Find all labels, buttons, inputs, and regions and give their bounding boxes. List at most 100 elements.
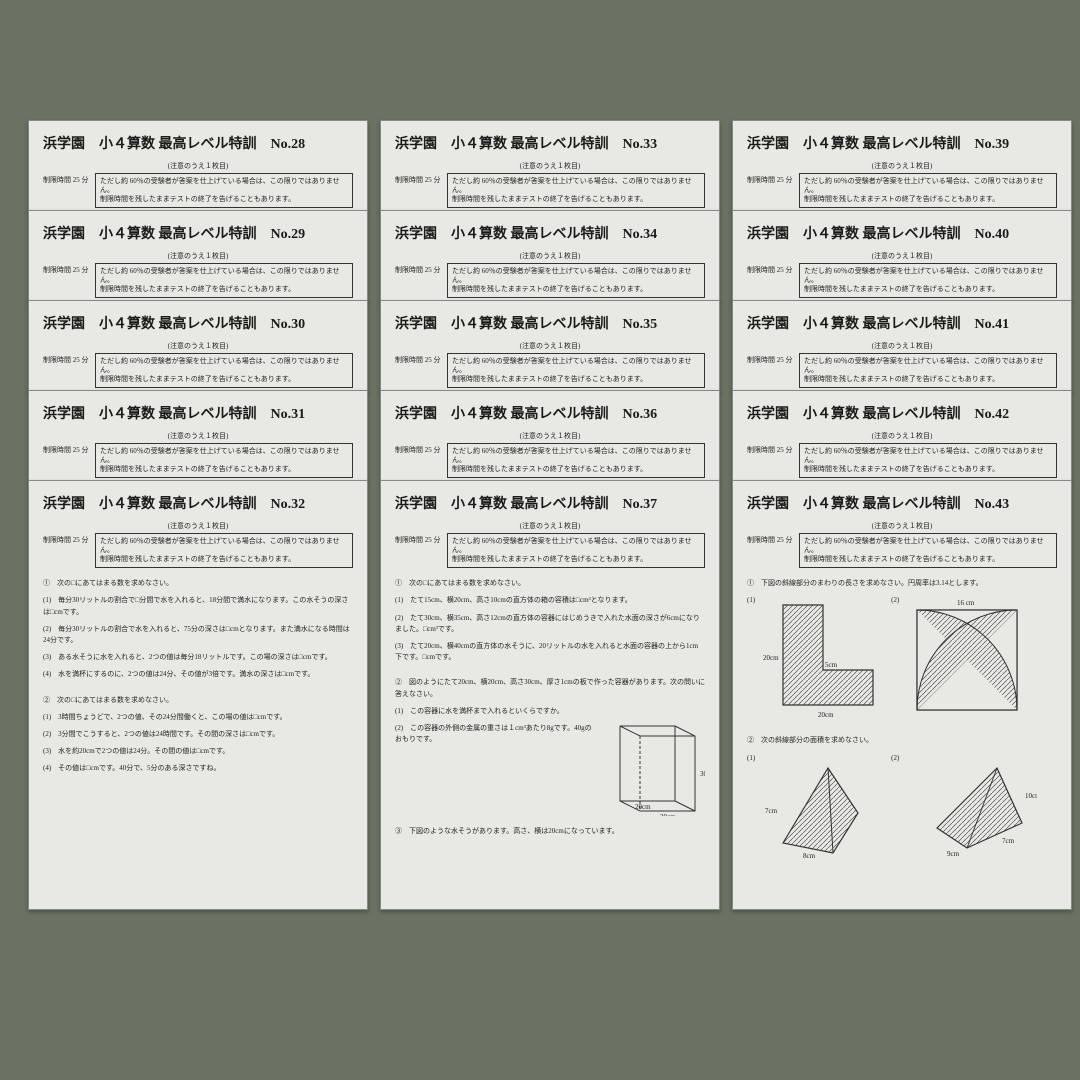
sheet-41: 浜学園 小４算数 最高レベル特訓 No.41 (注意のうえ１枚目) 制限時間 2…: [732, 300, 1072, 392]
info-row: 制限時間 25 分 ただし約 60％の受験者が答案を仕上げている場合は、この限り…: [43, 263, 353, 298]
subheading: (注意のうえ１枚目): [395, 161, 705, 171]
time-label: 制限時間 25 分: [43, 533, 91, 545]
note-line-2: 制限時間を残したままテストの終了を告げることもあります。: [804, 195, 1052, 204]
q2-d: (4) その値は□cmです。40分で、5分のある深さですね。: [43, 763, 353, 774]
course-name: 小４算数 最高レベル特訓: [803, 407, 961, 422]
school-name: 浜学園: [747, 407, 789, 422]
note-line-1: ただし約 60％の受験者が答案を仕上げている場合は、この限りではありません。: [804, 537, 1052, 555]
course-name: 小４算数 最高レベル特訓: [451, 227, 609, 242]
fig-label-h: 20cm: [818, 711, 834, 719]
time-label: 制限時間 25 分: [395, 443, 443, 455]
q2-a: (1) この容器に水を満杯まで入れるといくらですか。: [395, 706, 595, 717]
course-name: 小４算数 最高レベル特訓: [451, 137, 609, 152]
note-line-1: ただし約 60％の受験者が答案を仕上げている場合は、この限りではありません。: [100, 447, 348, 465]
q1-d: (4) 水を満杯にするのに、2つの値は24分、その値が3倍です。満水の深さは□c…: [43, 669, 353, 680]
note-line-1: ただし約 60％の受験者が答案を仕上げている場合は、この限りではありません。: [452, 177, 700, 195]
q1-head: ① 下図の斜線部分のまわりの長さを求めなさい。円周率は3.14とします。: [747, 578, 1057, 589]
fig-label-base: 9cm: [947, 850, 960, 858]
fig-label-side: 7cm: [1002, 837, 1015, 845]
sheet-42: 浜学園 小４算数 最高レベル特訓 No.42 (注意のうえ１枚目) 制限時間 2…: [732, 390, 1072, 482]
note-box: ただし約 60％の受験者が答案を仕上げている場合は、この限りではありません。 制…: [95, 173, 353, 208]
note-box: ただし約 60％の受験者が答案を仕上げている場合は、この限りではありません。 制…: [447, 353, 705, 388]
course-name: 小４算数 最高レベル特訓: [803, 227, 961, 242]
q1-a: (1) たて15cm、横20cm、高さ10cmの直方体の箱の容積は□cm³となり…: [395, 595, 705, 606]
school-name: 浜学園: [43, 497, 85, 512]
info-row: 制限時間 25 分 ただし約 60％の受験者が答案を仕上げている場合は、この限り…: [395, 173, 705, 208]
note-line-2: 制限時間を残したままテストの終了を告げることもあります。: [804, 285, 1052, 294]
school-name: 浜学園: [43, 227, 85, 242]
sheet-title: 浜学園 小４算数 最高レベル特訓 No.34: [395, 223, 705, 243]
time-label: 制限時間 25 分: [395, 533, 443, 545]
sheet-title: 浜学園 小４算数 最高レベル特訓 No.43: [747, 493, 1057, 513]
fig-label-base: 8cm: [803, 852, 816, 860]
note-box: ただし約 60％の受験者が答案を仕上げている場合は、この限りではありません。 制…: [799, 533, 1057, 568]
q2-b: (2) この容器の外側の金属の重さは１cm³あたり8gです。40gのおもりです。: [395, 723, 595, 745]
sheet-title: 浜学園 小４算数 最高レベル特訓 No.35: [395, 313, 705, 333]
course-name: 小４算数 最高レベル特訓: [99, 137, 257, 152]
sheet-title: 浜学園 小４算数 最高レベル特訓 No.29: [43, 223, 353, 243]
time-label: 制限時間 25 分: [43, 353, 91, 365]
sheet-title: 浜学園 小４算数 最高レベル特訓 No.40: [747, 223, 1057, 243]
sheet-title: 浜学園 小４算数 最高レベル特訓 No.33: [395, 133, 705, 153]
time-label: 制限時間 25 分: [395, 353, 443, 365]
q2-b: (2) 3分間でこうすると、2つの値は24時間です。その間の深さは□cmです。: [43, 729, 353, 740]
sheet-no: 32: [291, 497, 305, 512]
info-row: 制限時間 25 分 ただし約 60％の受験者が答案を仕上げている場合は、この限り…: [747, 353, 1057, 388]
sheet-35: 浜学園 小４算数 最高レベル特訓 No.35 (注意のうえ１枚目) 制限時間 2…: [380, 300, 720, 392]
note-line-1: ただし約 60％の受験者が答案を仕上げている場合は、この限りではありません。: [452, 267, 700, 285]
school-name: 浜学園: [747, 497, 789, 512]
sheet-no: 36: [643, 407, 657, 422]
q3-head: ③ 下図のような水そうがあります。高さ、横は20cmになっています。: [395, 826, 705, 837]
fig-label-w: 20cm: [635, 803, 651, 811]
school-name: 浜学園: [747, 317, 789, 332]
fig-label-v: 7cm: [765, 807, 778, 815]
sheet-34: 浜学園 小４算数 最高レベル特訓 No.34 (注意のうえ１枚目) 制限時間 2…: [380, 210, 720, 302]
sheet-29: 浜学園 小４算数 最高レベル特訓 No.29 (注意のうえ１枚目) 制限時間 2…: [28, 210, 368, 302]
school-name: 浜学園: [395, 317, 437, 332]
note-box: ただし約 60％の受験者が答案を仕上げている場合は、この限りではありません。 制…: [447, 443, 705, 478]
note-line-2: 制限時間を残したままテストの終了を告げることもあります。: [100, 375, 348, 384]
sheet-no: 37: [643, 497, 657, 512]
q2-c: (3) 水を約20cmで2つの値は24分。その間の値は□cmです。: [43, 746, 353, 757]
info-row: 制限時間 25 分 ただし約 60％の受験者が答案を仕上げている場合は、この限り…: [395, 263, 705, 298]
time-label: 制限時間 25 分: [747, 263, 795, 275]
note-line-2: 制限時間を残したままテストの終了を告げることもあります。: [452, 375, 700, 384]
note-line-2: 制限時間を残したままテストの終了を告げることもあります。: [804, 375, 1052, 384]
info-row: 制限時間 25 分 ただし約 60％の受験者が答案を仕上げている場合は、この限り…: [747, 443, 1057, 478]
info-row: 制限時間 25 分 ただし約 60％の受験者が答案を仕上げている場合は、この限り…: [43, 443, 353, 478]
note-line-1: ただし約 60％の受験者が答案を仕上げている場合は、この限りではありません。: [804, 177, 1052, 195]
note-line-2: 制限時間を残したままテストの終了を告げることもあります。: [100, 465, 348, 474]
course-name: 小４算数 最高レベル特訓: [99, 317, 257, 332]
note-line-1: ただし約 60％の受験者が答案を仕上げている場合は、この限りではありません。: [804, 447, 1052, 465]
sheet-title: 浜学園 小４算数 最高レベル特訓 No.32: [43, 493, 353, 513]
note-line-2: 制限時間を残したままテストの終了を告げることもあります。: [804, 465, 1052, 474]
note-line-1: ただし約 60％の受験者が答案を仕上げている場合は、この限りではありません。: [100, 267, 348, 285]
note-line-2: 制限時間を残したままテストの終了を告げることもあります。: [100, 195, 348, 204]
note-line-2: 制限時間を残したままテストの終了を告げることもあります。: [100, 285, 348, 294]
q2-a: (1) 3時間ちょうどで、2つの値、その24分間働くと、この場の値は□cmです。: [43, 712, 353, 723]
info-row: 制限時間 25 分 ただし約 60％の受験者が答案を仕上げている場合は、この限り…: [43, 533, 353, 568]
sheet-39: 浜学園 小４算数 最高レベル特訓 No.39 (注意のうえ１枚目) 制限時間 2…: [732, 120, 1072, 212]
course-name: 小４算数 最高レベル特訓: [803, 137, 961, 152]
school-name: 浜学園: [395, 497, 437, 512]
subheading: (注意のうえ１枚目): [747, 431, 1057, 441]
sheet-body: ① 下図の斜線部分のまわりの長さを求めなさい。円周率は3.14とします。 (1)…: [747, 578, 1057, 862]
fig-label-inner: 5cm: [825, 661, 838, 669]
time-label: 制限時間 25 分: [747, 533, 795, 545]
sheet-no: 28: [291, 137, 305, 152]
note-box: ただし約 60％の受験者が答案を仕上げている場合は、この限りではありません。 制…: [95, 353, 353, 388]
sheet-body: ① 次の□にあてはまる数を求めなさい。 (1) 毎分30リットルの割合で□分間で…: [43, 578, 353, 774]
subheading: (注意のうえ１枚目): [43, 341, 353, 351]
note-box: ただし約 60％の受験者が答案を仕上げている場合は、この限りではありません。 制…: [447, 533, 705, 568]
sheet-36: 浜学園 小４算数 最高レベル特訓 No.36 (注意のうえ１枚目) 制限時間 2…: [380, 390, 720, 482]
sheet-title: 浜学園 小４算数 最高レベル特訓 No.37: [395, 493, 705, 513]
sheet-no: 29: [291, 227, 305, 242]
note-box: ただし約 60％の受験者が答案を仕上げている場合は、この限りではありません。 制…: [95, 443, 353, 478]
subheading: (注意のうえ１枚目): [43, 521, 353, 531]
school-name: 浜学園: [43, 317, 85, 332]
triangle3d-figure-b: 10cm 7cm 9cm: [907, 753, 1037, 863]
q1-c: (3) ある水そうに水を入れると、2つの値は毎分18リットルです。この場の深さは…: [43, 652, 353, 663]
info-row: 制限時間 25 分 ただし約 60％の受験者が答案を仕上げている場合は、この限り…: [43, 353, 353, 388]
subheading: (注意のうえ１枚目): [395, 251, 705, 261]
info-row: 制限時間 25 分 ただし約 60％の受験者が答案を仕上げている場合は、この限り…: [395, 533, 705, 568]
